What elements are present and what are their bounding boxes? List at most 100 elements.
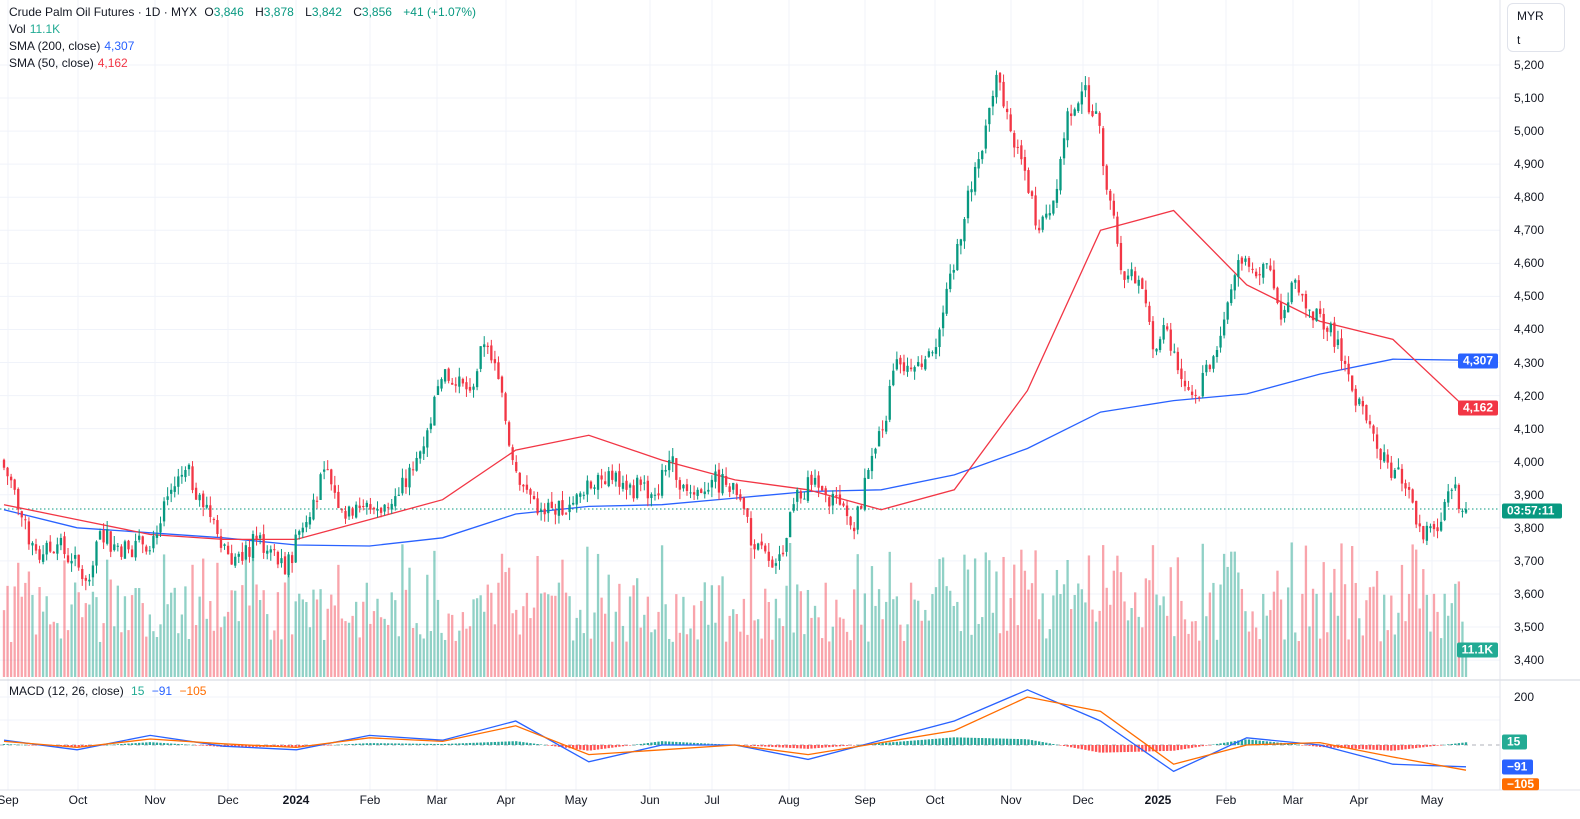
volume-bar: [1326, 632, 1329, 677]
candle: [1439, 512, 1443, 532]
candle: [813, 469, 817, 488]
volume-bar: [1059, 593, 1062, 677]
volume-bar: [703, 582, 706, 677]
candle-body: [764, 545, 767, 552]
candle: [1233, 273, 1236, 300]
candle: [796, 487, 799, 511]
volume-bar: [600, 597, 603, 677]
volume-bar: [1013, 564, 1016, 677]
macd-histogram-bar: [347, 744, 351, 745]
candle-body: [1283, 309, 1286, 319]
volume-legend[interactable]: Vol 11.1K: [9, 21, 64, 38]
candle: [1013, 130, 1016, 158]
volume-bar: [1436, 611, 1439, 677]
macd-histogram-bar: [241, 745, 244, 747]
candle: [1020, 139, 1023, 165]
candle-body: [116, 545, 119, 547]
candle: [1329, 321, 1332, 337]
price-tick-label: 5,000: [1514, 124, 1545, 139]
volume-bar: [664, 604, 667, 677]
candle: [614, 470, 617, 487]
macd-histogram-bar: [1415, 745, 1418, 749]
candle: [155, 525, 159, 545]
macd-legend[interactable]: MACD (12, 26, close) 15 −91 −105: [9, 683, 210, 700]
candle-body: [1187, 387, 1190, 390]
macd-histogram-bar: [1365, 745, 1368, 750]
volume-bar: [995, 571, 998, 677]
volume-bar: [155, 637, 159, 677]
macd-histogram-bar: [84, 745, 87, 747]
volume-bar: [73, 582, 77, 677]
candle-body: [1052, 200, 1055, 214]
volume-bar: [963, 554, 966, 677]
macd-histogram-bar: [383, 743, 386, 745]
macd-histogram-bar: [895, 741, 899, 745]
macd-histogram-bar: [191, 744, 194, 746]
volume-bar: [9, 641, 13, 677]
candle-body: [9, 476, 13, 481]
macd-histogram-bar: [1226, 742, 1229, 745]
volume-bar: [461, 612, 465, 677]
candle: [365, 500, 368, 515]
candle: [362, 499, 365, 511]
macd-histogram-bar: [148, 742, 152, 745]
candle: [732, 482, 735, 494]
candle: [682, 483, 685, 492]
volume-bar: [1062, 584, 1066, 677]
volume-bar: [2, 610, 6, 677]
candle-body: [532, 496, 536, 500]
candle: [845, 500, 849, 525]
volume-bar: [1066, 559, 1069, 677]
candle-body: [507, 422, 511, 446]
candle-body: [504, 393, 507, 421]
candle: [1023, 149, 1027, 181]
macd-histogram-bar: [788, 745, 792, 748]
volume-bar: [1425, 594, 1429, 677]
macd-histogram-bar: [333, 744, 336, 746]
sma50-legend[interactable]: SMA (50, close) 4,162: [9, 55, 132, 72]
volume-bar: [1432, 593, 1436, 677]
candle: [714, 464, 717, 489]
candle-body: [1254, 271, 1258, 277]
currency-unit-button[interactable]: MYR t: [1507, 3, 1565, 52]
macd-histogram-bar: [170, 743, 173, 745]
symbol-title[interactable]: Crude Palm Oil Futures · 1D · MYX: [9, 5, 198, 19]
candle: [1045, 204, 1048, 220]
candle: [127, 539, 130, 554]
candle: [1269, 258, 1272, 272]
candle-body: [1372, 425, 1375, 434]
candle: [856, 505, 859, 535]
sma200-legend[interactable]: SMA (200, close) 4,307: [9, 38, 138, 55]
moving-averages: [3, 209, 1467, 547]
macd-histogram-bar: [529, 743, 532, 745]
candle: [636, 474, 639, 500]
macd-pane: [2, 689, 1468, 773]
symbol-legend[interactable]: Crude Palm Oil Futures · 1D · MYX O3,846…: [9, 4, 480, 21]
candle: [820, 485, 824, 491]
candle-body: [1087, 85, 1091, 113]
macd-histogram-bar: [429, 743, 433, 745]
macd-signal-line: [3, 696, 1467, 771]
candle: [1169, 322, 1172, 356]
candle-body: [106, 529, 109, 544]
candle-body: [91, 565, 95, 578]
candle: [970, 181, 973, 202]
candle: [1368, 414, 1372, 429]
macd-histogram-bar: [301, 745, 304, 747]
candle: [461, 377, 465, 387]
volume-bar: [1247, 631, 1251, 677]
candle: [671, 448, 674, 473]
volume-bar: [1194, 621, 1197, 677]
macd-histogram-bar: [678, 742, 682, 745]
volume-bar: [760, 638, 763, 677]
candle: [20, 510, 23, 527]
macd-histogram-bar: [436, 743, 440, 745]
candle: [404, 469, 408, 494]
candle: [621, 475, 625, 492]
candle: [959, 238, 963, 255]
candle: [586, 475, 589, 503]
volume-bar: [977, 623, 980, 677]
macd-histogram-bar: [643, 743, 646, 745]
candle-body: [173, 486, 176, 492]
